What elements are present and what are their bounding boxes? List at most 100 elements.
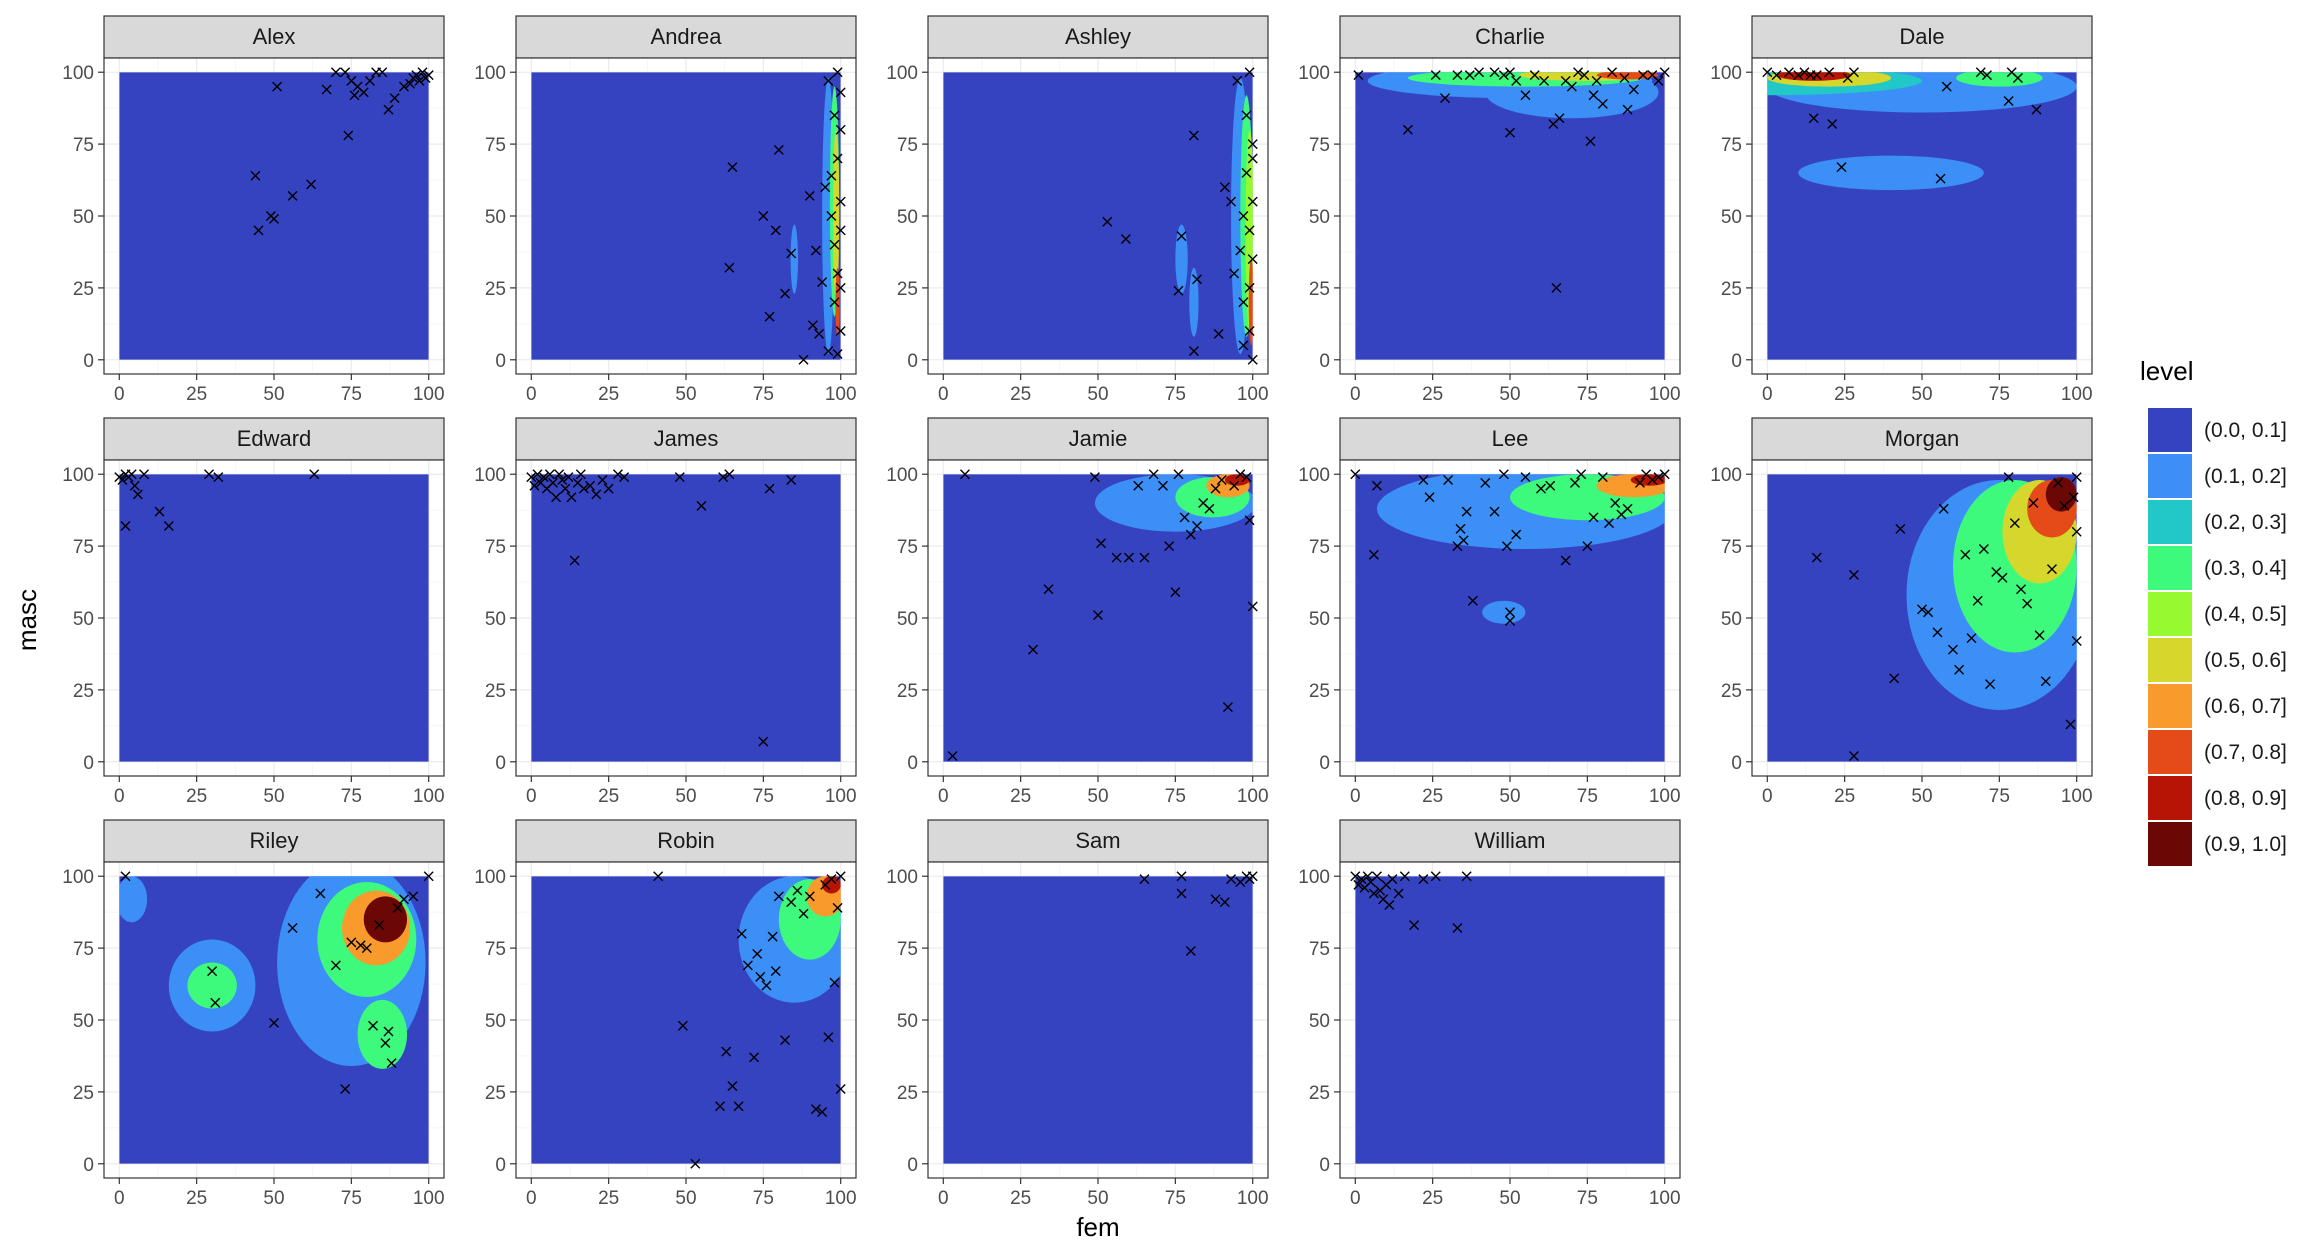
- density-band-7: [835, 267, 840, 337]
- data-point: [1173, 285, 1184, 296]
- facet-title: Edward: [237, 426, 312, 451]
- data-point: [213, 472, 224, 483]
- x-tick-label: 0: [526, 1188, 537, 1209]
- data-point: [1978, 543, 1989, 554]
- data-point: [835, 225, 846, 236]
- data-point: [780, 288, 791, 299]
- data-point: [677, 1020, 688, 1031]
- data-point: [2009, 518, 2020, 529]
- y-tick-label: 75: [1309, 537, 1330, 558]
- data-point: [1997, 572, 2008, 583]
- y-tick-label: 50: [897, 609, 918, 630]
- density-fill: [531, 474, 841, 762]
- data-point: [1229, 268, 1240, 279]
- data-point: [340, 67, 351, 78]
- legend-label: (0.1, 0.2]: [2204, 465, 2287, 488]
- y-tick-label: 75: [73, 537, 94, 558]
- density-band-0: [943, 876, 1253, 1164]
- data-point: [742, 960, 753, 971]
- data-point: [554, 469, 565, 480]
- y-tick-label: 25: [485, 1083, 506, 1104]
- x-tick-label: 0: [1350, 384, 1361, 405]
- y-tick-label: 25: [485, 279, 506, 300]
- data-point: [1418, 874, 1429, 885]
- data-point: [1505, 67, 1515, 78]
- data-point: [2028, 497, 2039, 508]
- density-band-0: [531, 474, 841, 762]
- density-fill: [1767, 474, 2077, 762]
- data-point: [2003, 95, 2014, 106]
- y-tick-label: 75: [1721, 135, 1742, 156]
- data-point: [1607, 67, 1618, 78]
- data-points: [120, 871, 434, 1095]
- data-point: [761, 980, 772, 991]
- data-point: [1808, 113, 1819, 124]
- y-tick-label: 75: [1309, 135, 1330, 156]
- data-point: [1133, 480, 1144, 491]
- data-point: [1582, 541, 1593, 552]
- data-point: [1418, 474, 1429, 485]
- y-tick-label: 0: [495, 1155, 506, 1176]
- data-point: [1176, 231, 1187, 242]
- x-tick-label: 75: [1577, 1188, 1598, 1209]
- data-point: [1219, 897, 1230, 908]
- data-point: [758, 211, 769, 221]
- data-point: [1247, 354, 1258, 365]
- x-tick-label: 0: [938, 786, 949, 807]
- data-point: [405, 78, 416, 89]
- x-tick-label: 50: [1911, 384, 1932, 405]
- data-point: [727, 1081, 738, 1092]
- data-point: [792, 885, 803, 896]
- data-point: [1393, 888, 1404, 899]
- data-point: [773, 144, 784, 155]
- density-band-0: [119, 474, 429, 762]
- data-point: [1244, 225, 1255, 236]
- data-point: [804, 190, 815, 201]
- y-tick-label: 25: [1721, 279, 1742, 300]
- data-point: [817, 1107, 828, 1118]
- density-band-9: [363, 896, 408, 943]
- legend-swatch: [2148, 408, 2192, 452]
- data-point: [163, 520, 174, 531]
- data-point: [529, 480, 540, 491]
- data-point: [532, 469, 543, 480]
- x-tick-label: 75: [1989, 384, 2010, 405]
- y-tick-label: 100: [886, 63, 918, 84]
- data-point: [1185, 529, 1196, 540]
- y-tick-label: 50: [1309, 207, 1330, 228]
- data-point: [368, 1020, 379, 1031]
- facet-title: Sam: [1075, 828, 1120, 853]
- data-point: [1362, 871, 1373, 882]
- data-point: [544, 469, 555, 480]
- data-point: [1244, 67, 1255, 78]
- facet-panel-lee: Lee 00 25 25 50 50 75 75 100 100: [1298, 417, 1681, 807]
- x-tick-label: 0: [526, 786, 537, 807]
- data-point: [1932, 627, 1943, 638]
- data-point: [563, 472, 574, 483]
- x-tick-label: 50: [1087, 1188, 1108, 1209]
- y-tick-label: 50: [485, 1011, 506, 1032]
- data-point: [1229, 480, 1240, 491]
- data-point: [1235, 469, 1246, 480]
- legend-swatch: [2148, 684, 2192, 728]
- density-fill: [531, 876, 841, 1164]
- y-tick-label: 0: [907, 753, 918, 774]
- data-point: [1164, 541, 1175, 552]
- data-point: [2046, 564, 2057, 575]
- data-point: [408, 891, 419, 902]
- data-point: [1356, 874, 1367, 885]
- data-point: [1799, 67, 1810, 78]
- x-tick-label: 75: [1165, 1188, 1186, 1209]
- data-point: [835, 124, 846, 135]
- data-point: [764, 483, 775, 494]
- axes: 00 25 25 50 50 75 75 100 100: [886, 63, 1268, 405]
- data-point: [154, 506, 165, 517]
- facet-panel-edward: Edward 00 25 25 50 50 75 75 100 100: [62, 417, 445, 807]
- data-point: [1566, 81, 1577, 92]
- facet-title: Riley: [250, 828, 299, 853]
- facet-panel-sam: Sam 00 25 25 50 50 75 75 100 100: [886, 819, 1269, 1209]
- x-tick-label: 0: [1762, 384, 1773, 405]
- facet-title: Alex: [253, 24, 296, 49]
- y-tick-label: 75: [897, 939, 918, 960]
